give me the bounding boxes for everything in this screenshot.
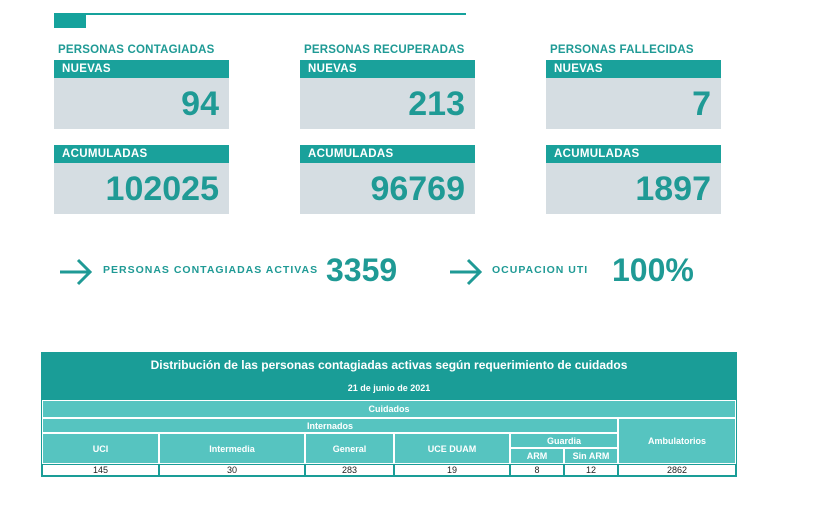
- stat-acc-value: 102025: [105, 170, 219, 208]
- table-date: 21 de junio de 2021: [347, 383, 431, 393]
- stat-acc-value: 1897: [635, 170, 711, 208]
- active-cases-value: 3359: [326, 252, 398, 288]
- header-intermedia: Intermedia: [159, 433, 305, 464]
- value-arm: 8: [510, 464, 564, 476]
- stat-acc-box: ACUMULADAS 102025: [54, 145, 229, 214]
- stat-new-box: NUEVAS 94: [54, 60, 229, 129]
- uti-label: OCUPACION UTI: [492, 264, 589, 276]
- active-cases-label: PERSONAS CONTAGIADAS ACTIVAS: [103, 264, 319, 276]
- arrow-right-icon: [450, 258, 483, 286]
- header-general: General: [305, 433, 394, 464]
- stat-acc-label: ACUMULADAS: [300, 145, 475, 163]
- stat-new-label: NUEVAS: [546, 60, 721, 78]
- stat-new-label: NUEVAS: [300, 60, 475, 78]
- header-internados: Internados: [42, 418, 618, 433]
- header-accent-block: [54, 13, 86, 28]
- header-cuidados: Cuidados: [42, 400, 736, 418]
- uti-value: 100%: [612, 252, 694, 288]
- header-guardia: Guardia: [510, 433, 618, 448]
- care-distribution-table: Distribución de las personas contagiadas…: [41, 352, 737, 477]
- stat-acc-box: ACUMULADAS 96769: [300, 145, 475, 214]
- stat-acc-label: ACUMULADAS: [54, 145, 229, 163]
- stat-title: PERSONAS FALLECIDAS: [550, 44, 694, 56]
- header-sin-arm: Sin ARM: [564, 448, 618, 464]
- header-uci: UCI: [42, 433, 159, 464]
- table-title: Distribución de las personas contagiadas…: [150, 358, 628, 372]
- value-intermedia: 30: [159, 464, 305, 476]
- stat-new-label: NUEVAS: [54, 60, 229, 78]
- stat-title: PERSONAS CONTAGIADAS: [58, 44, 215, 56]
- header-accent-line: [86, 13, 466, 15]
- header-arm: ARM: [510, 448, 564, 464]
- stat-new-box: NUEVAS 7: [546, 60, 721, 129]
- value-ambulatorios: 2862: [618, 464, 736, 476]
- value-sin-arm: 12: [564, 464, 618, 476]
- stat-new-value: 7: [692, 85, 711, 123]
- header-ambulatorios: Ambulatorios: [618, 418, 736, 464]
- stat-new-box: NUEVAS 213: [300, 60, 475, 129]
- arrow-right-icon: [60, 258, 93, 286]
- value-general: 283: [305, 464, 394, 476]
- header-uce-duam: UCE DUAM: [394, 433, 510, 464]
- stat-acc-value: 96769: [370, 170, 465, 208]
- value-uci: 145: [42, 464, 159, 476]
- stat-acc-box: ACUMULADAS 1897: [546, 145, 721, 214]
- stat-acc-label: ACUMULADAS: [546, 145, 721, 163]
- stat-new-value: 213: [408, 85, 465, 123]
- stat-new-value: 94: [181, 85, 219, 123]
- value-uce-duam: 19: [394, 464, 510, 476]
- stat-title: PERSONAS RECUPERADAS: [304, 44, 465, 56]
